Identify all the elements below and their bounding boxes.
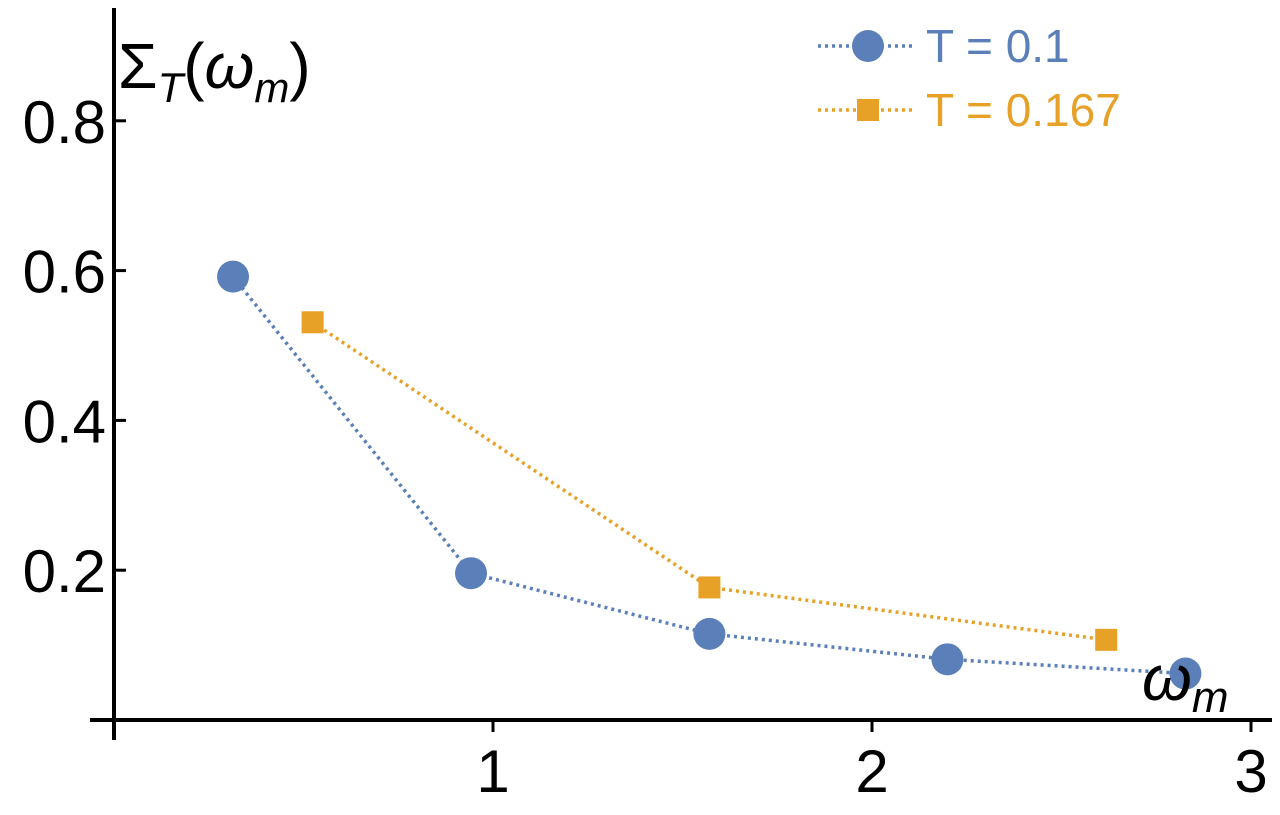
series-line [231, 275, 1186, 676]
y-tick-label: 0.4 [23, 388, 106, 455]
y-tick-label: 0.2 [23, 538, 106, 605]
x-tick-label: 2 [855, 738, 888, 805]
data-point [1095, 628, 1118, 651]
legend-marker [852, 30, 884, 62]
data-point [698, 576, 721, 599]
data-point [1169, 657, 1202, 690]
data-point [217, 260, 250, 293]
data-point [455, 557, 488, 590]
legend-item: T = 0.1 [818, 20, 1070, 72]
series-1 [217, 260, 1202, 690]
legend: T = 0.1 T = 0.167 [818, 20, 1121, 136]
y-tick-label: 0.8 [23, 89, 106, 156]
series [217, 260, 1202, 690]
legend-label: T = 0.1 [926, 20, 1070, 72]
x-axis-title: ωm [1142, 642, 1229, 722]
axes [90, 8, 1272, 740]
legend-item: T = 0.167 [818, 84, 1121, 136]
legend-label: T = 0.167 [926, 84, 1121, 136]
x-tick-label: 3 [1234, 738, 1267, 805]
data-point [693, 617, 726, 650]
y-tick-label: 0.6 [23, 239, 106, 306]
series-2 [301, 311, 1118, 651]
data-point [301, 311, 324, 334]
y-axis-title: ΣT(ωm) [118, 30, 311, 111]
legend-marker [857, 99, 879, 121]
ticks: 1 2 3 0.2 0.4 0.6 0.8 [23, 89, 1268, 805]
x-tick-label: 1 [476, 738, 509, 805]
data-point [931, 643, 964, 676]
